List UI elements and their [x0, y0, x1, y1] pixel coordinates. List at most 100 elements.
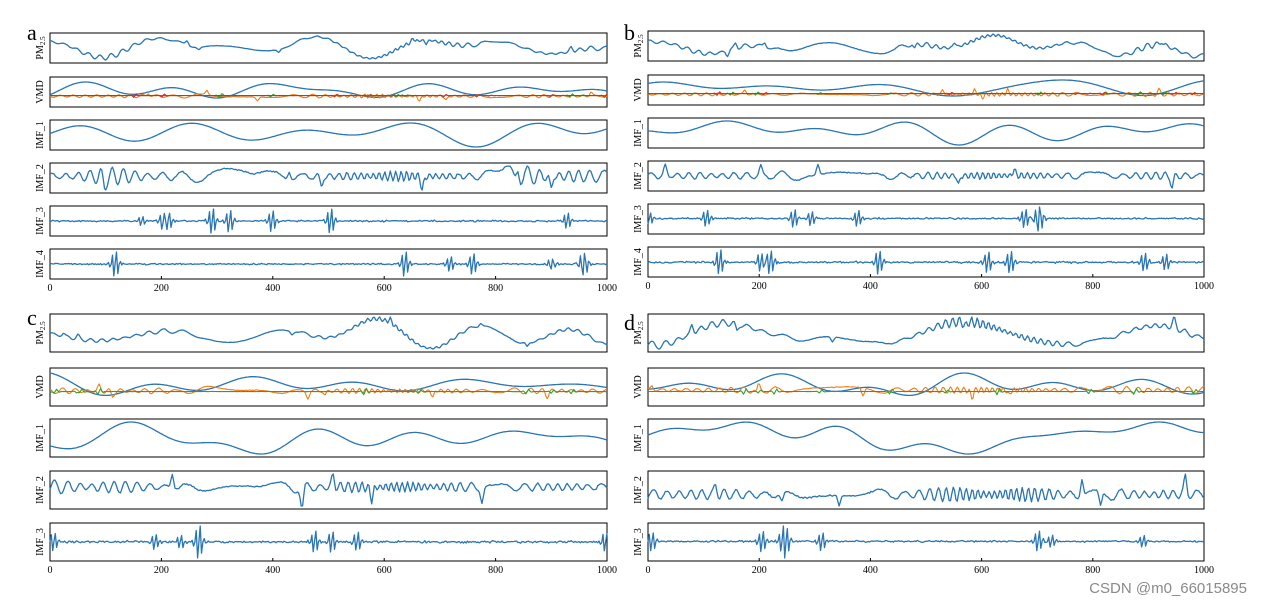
- series-line: [49, 251, 608, 277]
- row-label: IMF_2: [633, 476, 644, 504]
- series-line: [49, 81, 608, 99]
- x-tick-label: 600: [974, 281, 989, 292]
- panel-letter-a: a: [27, 20, 37, 45]
- row-vmd: VMD: [35, 76, 608, 108]
- row-label: IMF_1: [35, 121, 46, 149]
- series-line: [49, 383, 608, 400]
- x-tick-label: 1000: [1194, 565, 1214, 576]
- row-label: IMF_2: [35, 476, 46, 504]
- series-line: [647, 316, 1205, 350]
- x-tick-label: 600: [377, 565, 392, 576]
- x-tick-label: 400: [265, 565, 280, 576]
- series-line: [648, 372, 1205, 397]
- row-imf-3: IMF_3: [35, 205, 608, 237]
- row-imf-4: IMF_4: [633, 246, 1205, 278]
- x-tick-label: 800: [1085, 565, 1100, 576]
- row-vmd: VMD: [633, 74, 1205, 106]
- row-imf-4: IMF_4: [35, 248, 608, 280]
- x-tick-label: 1000: [597, 565, 617, 576]
- series-line: [647, 421, 1204, 455]
- row-label: VMD: [35, 80, 46, 103]
- x-axis: 0 200 400 600 800 1000: [646, 558, 1214, 576]
- row-frame: [647, 117, 1205, 149]
- row-label: VMD: [35, 375, 46, 398]
- x-tick-label: 1000: [1194, 281, 1214, 292]
- row-label: IMF_2: [35, 164, 46, 192]
- row-frame: [49, 470, 608, 510]
- series-line: [647, 383, 1205, 400]
- panel-letter-b: b: [624, 20, 635, 45]
- row-frame: [647, 74, 1205, 106]
- row-imf-3: IMF_3: [633, 522, 1205, 562]
- row-pm2-5: PM2.5: [35, 313, 608, 353]
- row-frame: [49, 313, 608, 353]
- series-line: [648, 91, 1204, 96]
- x-tick-label: 400: [265, 283, 280, 294]
- series-line: [647, 249, 1205, 275]
- row-imf-1: IMF_1: [633, 418, 1205, 458]
- series-line: [49, 387, 608, 396]
- x-tick-label: 800: [1085, 281, 1100, 292]
- row-label: VMD: [633, 375, 644, 398]
- series-line: [647, 473, 1205, 507]
- series-line: [647, 206, 1205, 232]
- x-tick-label: 800: [488, 565, 503, 576]
- row-label: IMF_3: [35, 528, 46, 556]
- row-label: VMD: [633, 78, 644, 101]
- x-tick-label: 0: [646, 565, 651, 576]
- row-imf-1: IMF_1: [633, 117, 1205, 149]
- row-imf-1: IMF_1: [35, 418, 608, 458]
- row-frame: [647, 313, 1205, 353]
- row-frame: [647, 30, 1205, 62]
- watermark: CSDN @m0_66015895: [1089, 580, 1247, 597]
- row-frame: [647, 522, 1205, 562]
- series-line: [49, 525, 608, 559]
- x-tick-label: 0: [646, 281, 651, 292]
- x-tick-label: 600: [377, 283, 392, 294]
- x-tick-label: 200: [752, 565, 767, 576]
- row-label: IMF_3: [35, 207, 46, 235]
- row-vmd: VMD: [35, 367, 608, 407]
- row-frame: [49, 32, 608, 64]
- row-label: IMF_1: [633, 424, 644, 452]
- row-frame: [49, 418, 608, 458]
- x-tick-label: 200: [752, 281, 767, 292]
- series-line: [49, 372, 608, 397]
- x-tick-label: 400: [863, 565, 878, 576]
- row-frame: [49, 119, 608, 151]
- x-tick-label: 800: [488, 283, 503, 294]
- row-imf-2: IMF_2: [633, 470, 1205, 510]
- series-line: [50, 93, 608, 98]
- row-pm2-5: PM2.5: [633, 313, 1205, 353]
- row-label: IMF_2: [633, 162, 644, 190]
- series-line: [49, 122, 608, 148]
- row-imf-3: IMF_3: [633, 203, 1205, 235]
- series-line: [647, 387, 1204, 396]
- row-label: PM2.5: [35, 321, 47, 345]
- row-frame: [647, 418, 1205, 458]
- row-pm2-5: PM2.5: [633, 30, 1205, 62]
- series-line: [647, 33, 1205, 59]
- x-tick-label: 0: [48, 283, 53, 294]
- row-imf-2: IMF_2: [35, 470, 608, 510]
- row-frame: [49, 162, 608, 194]
- row-imf-3: IMF_3: [35, 522, 608, 562]
- series-line: [49, 421, 608, 455]
- row-label: IMF_4: [35, 250, 46, 278]
- series-line: [647, 525, 1205, 559]
- x-tick-label: 0: [48, 565, 53, 576]
- series-line: [647, 79, 1205, 97]
- row-label: IMF_3: [633, 528, 644, 556]
- series-line: [50, 208, 608, 234]
- series-line: [647, 120, 1205, 146]
- row-vmd: VMD: [633, 367, 1205, 407]
- x-tick-label: 600: [974, 565, 989, 576]
- panel-letter-d: d: [624, 310, 635, 335]
- row-frame: [647, 160, 1205, 192]
- row-frame: [647, 367, 1205, 407]
- row-label: IMF_1: [35, 424, 46, 452]
